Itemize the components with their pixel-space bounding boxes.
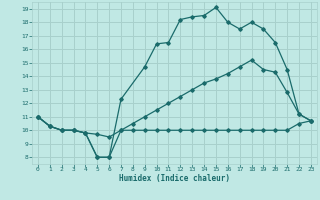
X-axis label: Humidex (Indice chaleur): Humidex (Indice chaleur)	[119, 174, 230, 183]
